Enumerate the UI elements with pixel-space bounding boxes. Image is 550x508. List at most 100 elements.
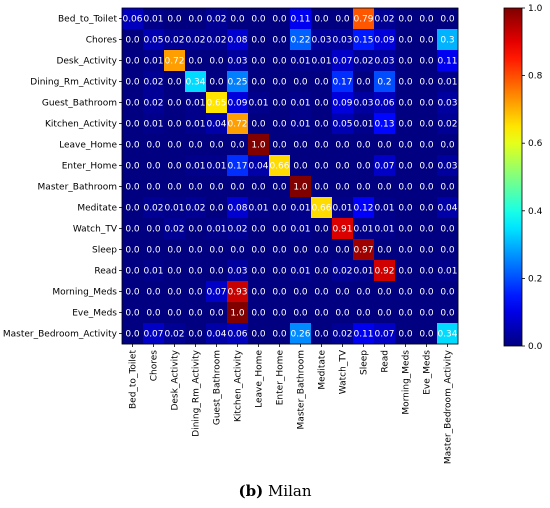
heatmap-cell — [248, 239, 270, 261]
cell-value-label: 0.01 — [248, 99, 268, 109]
heatmap-cell — [437, 197, 459, 219]
cell-value-label: 0.66 — [311, 204, 331, 214]
heatmap-cell — [311, 218, 333, 240]
column-tick-label: Enter_Home — [276, 350, 286, 406]
heatmap-cell — [311, 113, 333, 135]
heatmap-cell — [269, 8, 291, 30]
cell-value-label: 0.01 — [143, 267, 163, 277]
cell-value-label: 0.0 — [419, 246, 434, 256]
cell-value-label: 0.01 — [437, 267, 457, 277]
cell-value-label: 0.0 — [272, 15, 287, 25]
cell-value-label: 0.25 — [227, 78, 247, 88]
cell-value-label: 0.0 — [398, 204, 413, 214]
cell-value-label: 0.0 — [314, 267, 329, 277]
heatmap-cell — [395, 239, 417, 261]
cell-value-label: 0.0 — [419, 78, 434, 88]
heatmap-cell — [353, 71, 375, 93]
cell-value-label: 0.0 — [398, 99, 413, 109]
cell-value-label: 0.0 — [167, 162, 182, 172]
heatmap-cell — [122, 197, 144, 219]
cell-value-label: 0.0 — [419, 36, 434, 46]
heatmap-cell — [143, 323, 165, 345]
heatmap-cell — [311, 8, 333, 30]
heatmap-cell — [143, 71, 165, 93]
heatmap-cell — [164, 281, 186, 303]
heatmap-cell — [416, 71, 438, 93]
cell-value-label: 0.05 — [143, 36, 163, 46]
cell-value-label: 0.01 — [290, 57, 310, 67]
heatmap-cell — [248, 50, 270, 72]
colorbar-tick-label: 0.8 — [528, 72, 543, 82]
cell-value-label: 0.02 — [164, 225, 184, 235]
heatmap-cell — [311, 134, 333, 156]
cell-value-label: 0.0 — [188, 141, 203, 151]
cell-value-label: 0.0 — [209, 57, 224, 67]
heatmap-cell — [143, 176, 165, 198]
heatmap-cell — [143, 155, 165, 177]
heatmap-cell — [185, 239, 207, 261]
cell-value-label: 0.0 — [314, 309, 329, 319]
plot-frame — [121, 7, 459, 345]
cell-value-label: 0.0 — [398, 309, 413, 319]
heatmap-cell — [164, 176, 186, 198]
cell-value-label: 0.01 — [185, 162, 205, 172]
cell-value-label: 0.01 — [311, 57, 331, 67]
heatmap-cell — [206, 176, 228, 198]
cell-value-label: 0.0 — [440, 15, 455, 25]
heatmap-cell — [269, 134, 291, 156]
cell-value-label: 0.0 — [125, 267, 140, 277]
cell-value-label: 0.17 — [227, 162, 247, 172]
cell-value-label: 0.04 — [206, 120, 226, 130]
cell-value-label: 0.0 — [125, 288, 140, 298]
heatmap-cell — [311, 323, 333, 345]
heatmap-cell — [353, 8, 375, 30]
heatmap-cell-labels: 0.06 0.01 0.0 0.0 0.02 0.0 0.0 0.0 0.11 0.0 0.0 0.7… — [122, 15, 457, 340]
heatmap-cell — [143, 260, 165, 282]
cell-value-label: 0.11 — [290, 15, 310, 25]
heatmap-cell — [269, 155, 291, 177]
cell-value-label: 0.79 — [353, 15, 373, 25]
cell-value-label: 0.0 — [272, 99, 287, 109]
heatmap-cell — [143, 29, 165, 51]
heatmap-cell — [269, 176, 291, 198]
cell-value-label: 0.0 — [146, 309, 161, 319]
heatmap-cell — [248, 113, 270, 135]
cell-value-label: 0.0 — [293, 309, 308, 319]
heatmap-cell — [395, 92, 417, 114]
cell-value-label: 0.0 — [188, 309, 203, 319]
column-tick-label: Meditate — [318, 350, 328, 390]
cell-value-label: 0.0 — [125, 204, 140, 214]
heatmap-cell — [374, 176, 396, 198]
heatmap-cell — [143, 302, 165, 324]
cell-value-label: 0.0 — [272, 120, 287, 130]
cell-value-label: 0.02 — [185, 36, 205, 46]
heatmap-cell — [374, 134, 396, 156]
heatmap-cell — [227, 176, 249, 198]
cell-value-label: 0.0 — [209, 78, 224, 88]
heatmap-cell — [143, 8, 165, 30]
row-tick-label: Watch_TV — [73, 225, 118, 235]
colorbar-tick-label: 0.0 — [528, 342, 543, 352]
cell-value-label: 0.0 — [230, 141, 245, 151]
heatmap-cell — [227, 302, 249, 324]
heatmap-cell — [206, 302, 228, 324]
heatmap-cells — [122, 8, 459, 345]
cell-value-label: 0.0 — [398, 225, 413, 235]
cell-value-label: 0.0 — [272, 204, 287, 214]
heatmap-cell — [416, 239, 438, 261]
cell-value-label: 0.0 — [314, 141, 329, 151]
heatmap-cell — [290, 8, 312, 30]
cell-value-label: 0.01 — [290, 99, 310, 109]
heatmap-cell — [185, 113, 207, 135]
cell-value-label: 0.0 — [125, 330, 140, 340]
cell-value-label: 0.0 — [146, 246, 161, 256]
cell-value-label: 0.07 — [206, 288, 226, 298]
heatmap-cell — [185, 71, 207, 93]
cell-value-label: 0.01 — [290, 204, 310, 214]
cell-value-label: 0.0 — [125, 225, 140, 235]
cell-value-label: 0.03 — [374, 57, 394, 67]
cell-value-label: 0.0 — [398, 78, 413, 88]
heatmap-cell — [416, 29, 438, 51]
cell-value-label: 0.26 — [290, 330, 310, 340]
cell-value-label: 0.0 — [398, 330, 413, 340]
